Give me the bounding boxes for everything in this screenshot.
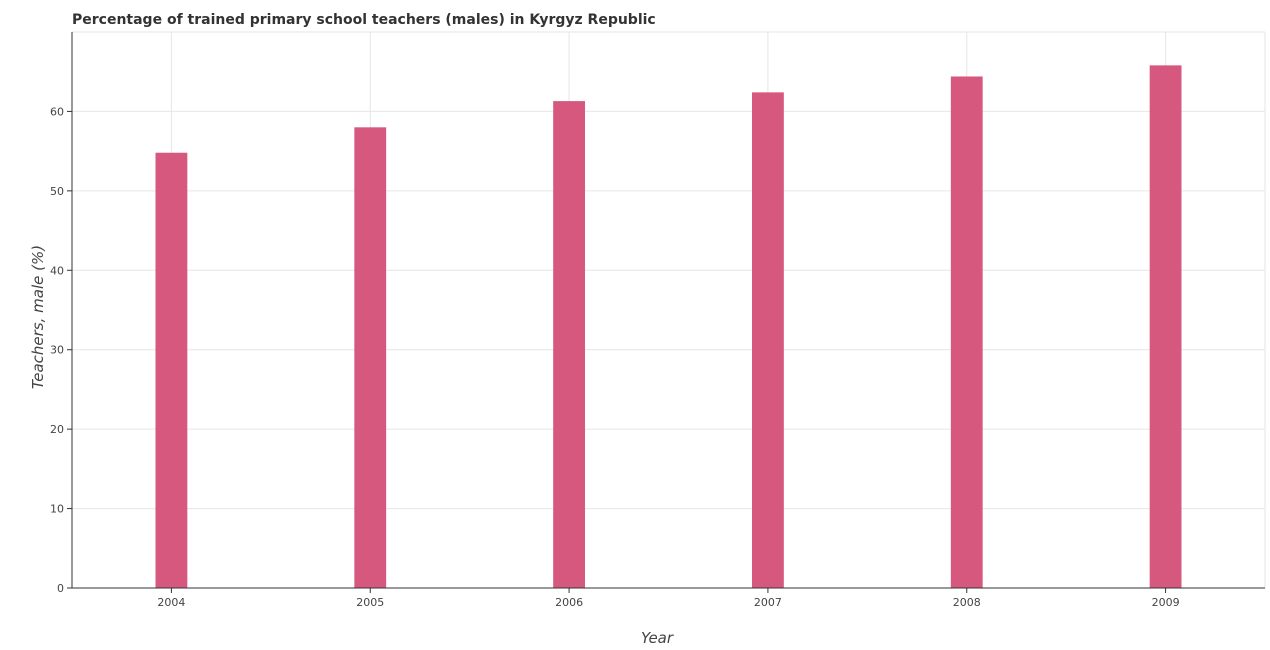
bars [155, 65, 1182, 589]
y-tick-labels: 0 10 20 30 40 50 60 [50, 105, 72, 595]
x-tick-label: 2009 [1152, 596, 1180, 609]
grid-lines [72, 31, 1266, 589]
y-tick-label: 20 [50, 423, 64, 436]
x-tick-label: 2008 [953, 596, 981, 609]
y-tick-label: 60 [50, 105, 64, 118]
y-tick-label: 10 [50, 503, 64, 516]
bar-2006 [553, 101, 585, 589]
y-axis-label: Teachers, male (%) [29, 245, 47, 389]
y-tick-label: 50 [50, 185, 64, 198]
y-tick-label: 0 [57, 582, 64, 595]
bar-2009 [1149, 65, 1182, 589]
x-tick-label: 2007 [754, 596, 782, 609]
bar-2007 [752, 92, 784, 588]
x-axis-label: Year [641, 629, 674, 647]
x-tick-labels: 2004 2005 2006 2007 2008 2009 [157, 588, 1180, 609]
x-tick-label: 2005 [356, 596, 384, 609]
bar-2008 [950, 76, 983, 588]
bar-2005 [354, 127, 387, 589]
bar-2004 [155, 152, 188, 588]
y-tick-label: 40 [50, 264, 64, 277]
x-tick-label: 2006 [555, 596, 583, 609]
x-tick-label: 2004 [157, 596, 185, 609]
y-tick-label: 30 [50, 344, 64, 357]
chart-title: Percentage of trained primary school tea… [72, 12, 656, 28]
